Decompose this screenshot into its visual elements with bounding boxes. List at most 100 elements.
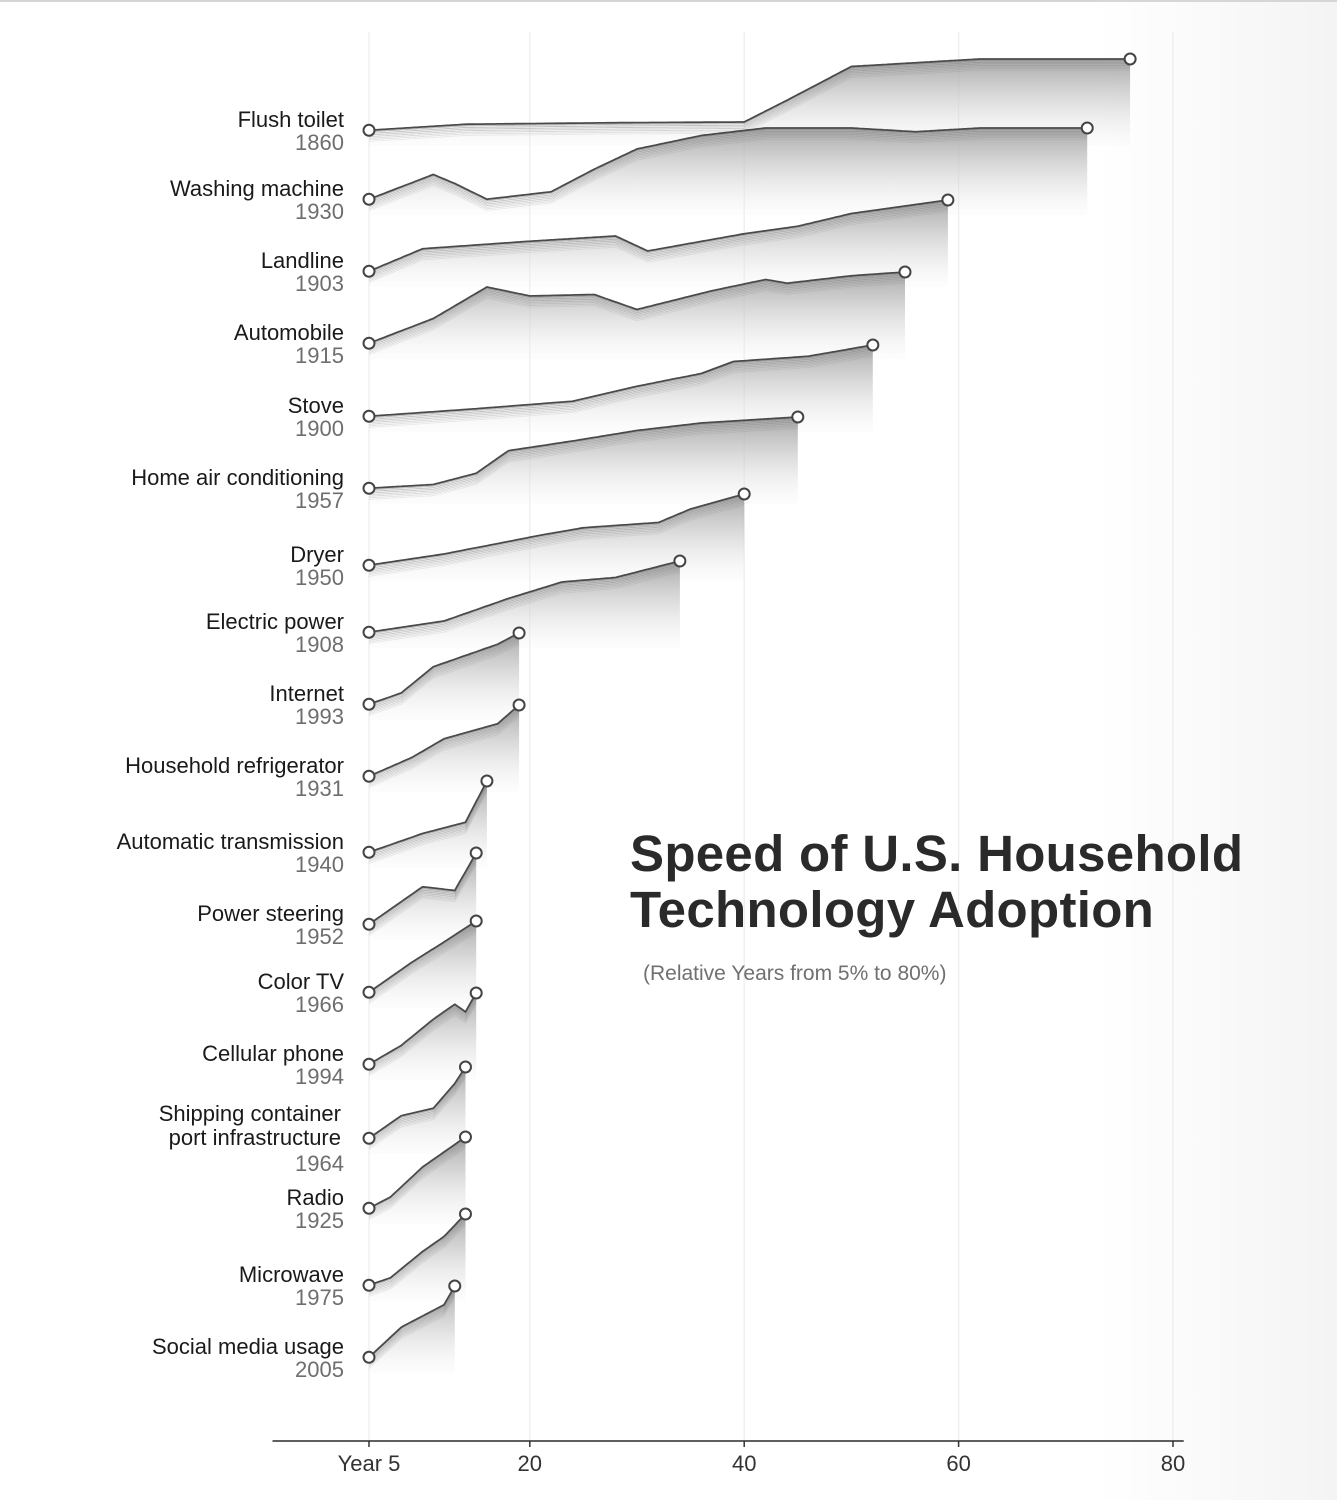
end-marker bbox=[941, 193, 955, 207]
adoption-curve bbox=[368, 920, 477, 994]
adoption-echo-line bbox=[368, 355, 873, 428]
chart-title-line-2: Technology Adoption bbox=[630, 881, 1155, 938]
adoption-echo-line bbox=[368, 495, 745, 568]
end-marker bbox=[469, 914, 483, 928]
tech-name-label: Home air conditioning bbox=[131, 465, 344, 490]
adoption-echo-line bbox=[368, 790, 488, 863]
tech-name-label: Cellular phone bbox=[202, 1041, 344, 1066]
adoption-echo-line bbox=[368, 862, 477, 935]
adoption-echo-line bbox=[368, 1287, 456, 1360]
tech-year-label: 1966 bbox=[295, 992, 344, 1017]
tech-name-label: Household refrigerator bbox=[125, 753, 344, 778]
chart-subtitle: (Relative Years from 5% to 80%) bbox=[643, 962, 947, 985]
adoption-echo-line bbox=[368, 499, 745, 573]
adoption-echo-line bbox=[368, 424, 798, 497]
adoption-area bbox=[369, 705, 520, 792]
adoption-echo-line bbox=[368, 994, 477, 1067]
adoption-echo-line bbox=[368, 714, 520, 787]
adoption-echo-line bbox=[368, 346, 873, 419]
tech-year-label: 1993 bbox=[295, 704, 344, 729]
adoption-echo-line bbox=[368, 783, 488, 856]
adoption-area bbox=[369, 1137, 466, 1224]
adoption-area bbox=[369, 1286, 455, 1373]
adoption-echo-line bbox=[368, 210, 948, 283]
adoption-echo-line bbox=[368, 788, 488, 861]
adoption-echo-line bbox=[368, 785, 488, 858]
x-tick-label: Year 5 bbox=[338, 1451, 401, 1476]
adoption-echo-line bbox=[368, 563, 681, 636]
tech-year-label: 1860 bbox=[295, 130, 344, 155]
adoption-echo-line bbox=[368, 273, 906, 346]
start-marker bbox=[362, 1350, 376, 1364]
adoption-area bbox=[369, 128, 1088, 215]
end-marker bbox=[469, 986, 483, 1000]
tech-year-label: 1915 bbox=[295, 343, 344, 368]
adoption-echo-line bbox=[368, 562, 681, 635]
tech-name-label: Flush toilet bbox=[238, 107, 344, 132]
start-marker bbox=[362, 769, 376, 783]
adoption-echo-line bbox=[368, 928, 477, 1001]
adoption-echo-line bbox=[368, 712, 520, 785]
x-tick-label: 40 bbox=[732, 1451, 756, 1476]
adoption-echo-line bbox=[368, 791, 488, 864]
adoption-curve bbox=[368, 560, 681, 634]
adoption-curve bbox=[368, 852, 477, 926]
adoption-echo-line bbox=[368, 860, 477, 933]
adoption-echo-line bbox=[368, 1290, 456, 1363]
adoption-echo-line bbox=[368, 1000, 477, 1073]
adoption-echo-line bbox=[368, 418, 798, 491]
adoption-echo-line bbox=[368, 1141, 466, 1214]
adoption-curve bbox=[368, 632, 520, 706]
adoption-curve bbox=[368, 493, 745, 567]
adoption-echo-line bbox=[368, 855, 477, 928]
start-marker bbox=[362, 1278, 376, 1292]
adoption-echo-line bbox=[368, 1224, 466, 1297]
adoption-echo-line bbox=[368, 1220, 466, 1293]
adoption-echo-line bbox=[368, 64, 1131, 138]
end-marker bbox=[512, 626, 526, 640]
adoption-echo-line bbox=[368, 1296, 456, 1369]
end-marker bbox=[480, 774, 494, 788]
adoption-area bbox=[369, 494, 745, 581]
adoption-echo-line bbox=[368, 277, 906, 351]
adoption-echo-line bbox=[368, 354, 873, 427]
tech-year-label: 2005 bbox=[295, 1357, 344, 1382]
start-marker bbox=[362, 625, 376, 639]
adoption-echo-line bbox=[368, 1069, 466, 1142]
adoption-curve bbox=[368, 992, 477, 1066]
tech-name-label: Landline bbox=[261, 248, 344, 273]
x-tick-label: 20 bbox=[518, 1451, 542, 1476]
adoption-echo-line bbox=[368, 427, 798, 500]
adoption-echo-line bbox=[368, 276, 906, 349]
adoption-echo-line bbox=[368, 63, 1131, 136]
adoption-echo-line bbox=[368, 787, 488, 860]
adoption-echo-line bbox=[368, 421, 798, 494]
adoption-curve bbox=[368, 704, 520, 778]
adoption-echo-line bbox=[368, 639, 520, 712]
adoption-area bbox=[369, 59, 1131, 146]
tech-name-label: Stove bbox=[288, 393, 344, 418]
adoption-area bbox=[369, 1067, 466, 1154]
tech-name-label: Social media usage bbox=[152, 1334, 344, 1359]
end-marker bbox=[458, 1207, 472, 1221]
adoption-echo-line bbox=[368, 1147, 466, 1220]
adoption-echo-line bbox=[368, 274, 906, 347]
start-marker bbox=[362, 1131, 376, 1145]
adoption-echo-line bbox=[368, 927, 477, 999]
adoption-echo-line bbox=[368, 1068, 466, 1141]
adoption-echo-line bbox=[368, 999, 477, 1072]
tech-name-label: Electric power bbox=[206, 609, 344, 634]
